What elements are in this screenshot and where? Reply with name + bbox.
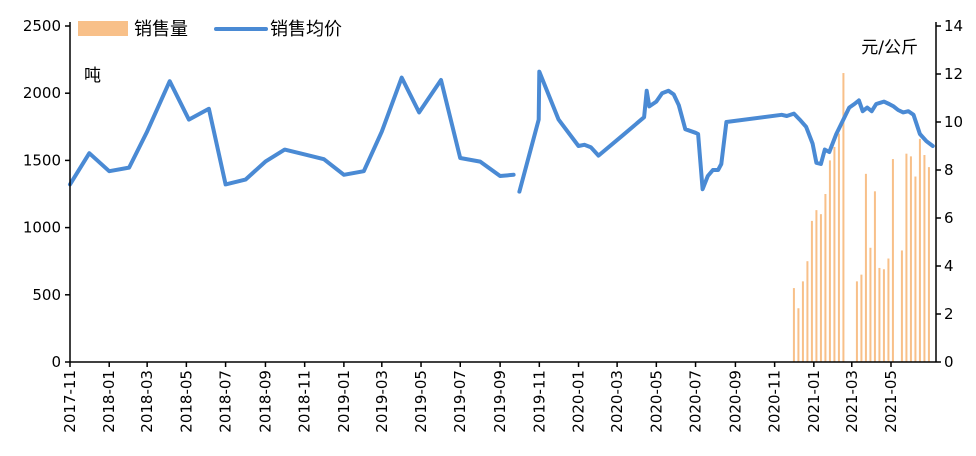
- left-tick-label: 0: [51, 353, 61, 371]
- sales-volume-bar: [837, 133, 840, 362]
- sales-volume-bar: [923, 155, 926, 362]
- chart-axes: [65, 22, 941, 367]
- sales-volume-bar: [891, 159, 894, 362]
- average-price-line-segment-1: [68, 75, 516, 187]
- legend-label-average-price: 销售均价: [270, 19, 342, 40]
- sales-volume-bar: [909, 156, 912, 362]
- sales-volume-bar: [873, 191, 876, 362]
- legend: 销售量 销售均价: [78, 19, 342, 40]
- x-tick-label: 2018-11: [296, 370, 314, 433]
- average-price-line: [68, 69, 935, 194]
- x-tick-label: 2020-09: [726, 370, 744, 433]
- x-tick-label: 2020-07: [687, 370, 705, 433]
- left-tick-label: 2000: [23, 84, 61, 102]
- x-tick-label: 2021-05: [882, 370, 900, 433]
- left-tick-label: 1500: [23, 151, 61, 169]
- x-tick-label: 2018-05: [177, 370, 195, 433]
- sales-volume-bar: [824, 194, 827, 362]
- tick-labels: 0 500 1000 1500 2000 2500 0 2 4 6 8 10 12 14 2017-11 20…: [23, 17, 963, 433]
- x-tick-label: 2020-11: [766, 370, 784, 433]
- sales-volume-bar: [860, 274, 863, 362]
- x-tick-label: 2020-03: [608, 370, 626, 433]
- left-tick-label: 2500: [23, 17, 61, 35]
- left-tick-label: 1000: [23, 219, 61, 237]
- left-axis-unit: 吨: [84, 66, 101, 86]
- x-tick-label: 2018-09: [256, 370, 274, 433]
- legend-swatch-sales-volume: [78, 21, 128, 36]
- sales-volume-bar: [887, 258, 890, 362]
- sales-volume-bar: [797, 308, 800, 362]
- sales-volume-bar: [869, 247, 872, 362]
- x-tick-label: 2019-11: [530, 370, 548, 433]
- x-tick-label: 2021-01: [805, 370, 823, 433]
- sales-volume-bar: [819, 214, 822, 362]
- right-tick-label: 14: [944, 17, 963, 35]
- sales-volume-bars: [792, 73, 930, 362]
- x-tick-label: 2019-09: [491, 370, 509, 433]
- x-tick-label: 2021-03: [843, 370, 861, 433]
- right-tick-label: 6: [944, 209, 954, 227]
- right-tick-label: 4: [944, 257, 954, 275]
- sales-volume-bar: [855, 281, 858, 362]
- sales-volume-bar: [842, 73, 845, 362]
- sales-volume-bar: [927, 167, 930, 362]
- sales-volume-bar: [864, 173, 867, 362]
- average-price-line-segment-2: [517, 69, 935, 194]
- x-tick-label: 2019-03: [373, 370, 391, 433]
- sales-volume-bar: [918, 138, 921, 362]
- right-tick-label: 0: [944, 353, 954, 371]
- right-axis-unit: 元/公斤: [861, 38, 918, 58]
- sales-volume-bar: [806, 261, 809, 362]
- x-tick-label: 2020-05: [647, 370, 665, 433]
- sales-volume-bar: [801, 281, 804, 362]
- x-tick-label: 2019-07: [451, 370, 469, 433]
- sales-volume-bar: [882, 269, 885, 362]
- x-tick-label: 2017-11: [61, 370, 79, 433]
- right-tick-label: 2: [944, 305, 954, 323]
- x-tick-label: 2019-01: [335, 370, 353, 433]
- x-tick-label: 2018-01: [100, 370, 118, 433]
- sales-volume-bar: [914, 176, 917, 362]
- x-tick-label: 2018-03: [138, 370, 156, 433]
- right-tick-label: 10: [944, 113, 963, 131]
- sales-volume-bar: [900, 250, 903, 362]
- sales-volume-bar: [833, 146, 836, 362]
- sales-volume-bar: [792, 288, 795, 362]
- right-tick-label: 12: [944, 65, 963, 83]
- x-tick-label: 2019-05: [412, 370, 430, 433]
- sales-volume-bar: [815, 210, 818, 362]
- sales-volume-bar: [810, 220, 813, 362]
- sales-volume-bar: [878, 267, 881, 362]
- left-tick-label: 500: [32, 286, 61, 304]
- right-tick-label: 8: [944, 161, 954, 179]
- sales-volume-bar: [905, 153, 908, 362]
- x-tick-label: 2020-01: [570, 370, 588, 433]
- legend-label-sales-volume: 销售量: [134, 19, 188, 40]
- sales-volume-bar: [828, 160, 831, 362]
- x-tick-label: 2018-07: [217, 370, 235, 433]
